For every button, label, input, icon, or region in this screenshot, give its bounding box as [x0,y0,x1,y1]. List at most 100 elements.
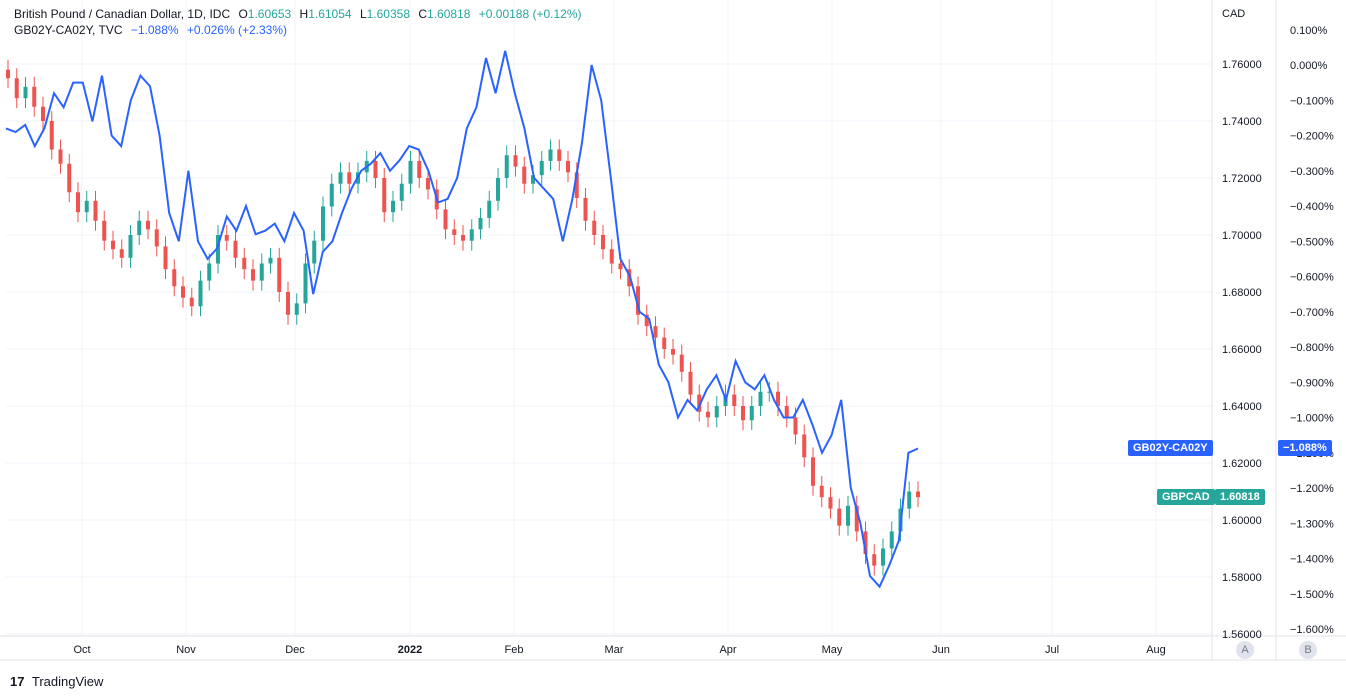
candle-body [93,200,98,221]
time-tick-label: Mar [605,644,624,656]
price-tick-label: 1.58000 [1222,572,1262,584]
footer-brand[interactable]: 17 TradingView [10,674,103,689]
candle-body [636,286,640,315]
candle-body [566,160,570,173]
candle-body [189,297,194,307]
time-tick-label: Apr [719,644,736,656]
candle-body [426,178,430,190]
candle-body [714,406,719,418]
auto-scale-button[interactable]: A [1236,641,1254,659]
legend-spread-title[interactable]: GB02Y-CA02Y, TVC [14,23,123,37]
time-axis[interactable]: Oct Nov Dec 2022 Feb Mar Apr May Jun Jul Aug [73,644,1165,656]
candle-body [583,197,588,221]
candle-body [382,178,387,213]
legend-high: H1.61054 [299,7,352,21]
legend-close: C1.60818 [418,7,471,21]
candle-body [163,246,168,270]
spread-tick-label: −0.400% [1290,201,1334,213]
candle-body [469,229,474,241]
candle-body [522,166,527,184]
spread-axis[interactable]: 0.100% 0.000% −0.100% −0.200% −0.300% −0.400%… [1290,25,1334,636]
legend-low: L1.60358 [359,7,411,21]
candle-body [242,257,247,270]
candle-body [889,531,894,549]
candle-body [233,240,238,258]
candle-body [49,121,54,150]
time-tick-label: 2022 [398,644,422,656]
price-tick-label: 1.72000 [1222,173,1262,185]
candle-body [128,235,133,258]
candle-body [268,257,273,264]
candle-body [207,263,212,281]
candle-body [417,160,422,178]
log-scale-button[interactable]: B [1299,641,1317,659]
candle-body [399,183,404,201]
spread-tick-label: −0.100% [1290,95,1334,107]
candle-body [496,178,500,201]
time-tick-label: Jun [932,644,950,656]
candle-body [102,220,107,241]
legend-symbol-title[interactable]: British Pound / Canadian Dollar, 1D, IDC [14,7,231,21]
price-tick-label: 1.74000 [1222,116,1262,128]
candle-body [592,220,597,235]
candle-body [688,371,693,395]
candle-body [776,391,780,406]
candle-body [408,160,413,184]
candle-body [119,249,124,258]
candle-body [819,485,824,498]
candle-body [329,183,334,207]
candle-body [251,269,255,281]
tradingview-brand: TradingView [31,674,104,689]
candle-body [697,394,702,412]
price-tick-label: 1.66000 [1222,344,1262,356]
time-tick-label: Aug [1146,644,1166,656]
candle-body [154,229,159,247]
candle-body [609,249,614,264]
candle-body [224,235,229,241]
chart-grid [0,0,1346,661]
price-tick-label: 1.68000 [1222,287,1262,299]
candle-body [294,303,299,315]
candle-body [644,314,649,327]
candle-body [391,200,395,213]
tradingview-logo-icon: 17 [10,674,25,689]
price-tick-label: 1.60000 [1222,515,1262,527]
candle-body [828,497,833,509]
spread-tick-label: −0.900% [1290,377,1334,389]
candle-body [41,106,45,121]
candle-body [277,257,282,292]
candle-body [303,263,308,304]
price-tick-label: 1.76000 [1222,59,1262,71]
legend-spread-change: +0.026% (+2.33%) [186,23,287,37]
candle-body [443,209,448,230]
spread-tick-label: −0.300% [1290,166,1334,178]
candle-body [146,220,150,230]
candle-body [321,206,325,241]
candle-body [706,411,710,418]
time-tick-label: Oct [73,644,90,656]
candle-body [574,172,579,198]
candle-body [312,240,317,264]
candle-body [872,554,877,566]
candle-body [198,280,203,307]
candle-body [172,269,177,287]
price-axis[interactable]: 1.76000 1.74000 1.72000 1.70000 1.68000 1.660… [1222,8,1262,641]
candle-body [76,192,80,213]
candle-body [531,175,535,184]
candle-body [837,508,842,526]
spread-tick-label: 0.100% [1290,25,1328,37]
candle-body [618,263,623,270]
candle-body [907,491,912,509]
candle-body [137,220,142,235]
candle-body [84,200,89,213]
time-tick-label: Nov [176,644,196,656]
candle-body [478,217,483,230]
spread-tick-label: −0.600% [1290,272,1334,284]
time-tick-label: Feb [505,644,524,656]
spread-tick-label: 0.000% [1290,60,1328,72]
spread-tick-label: −1.000% [1290,413,1334,425]
candle-body [679,354,684,372]
pair-name-tag: GBPCAD [1157,489,1215,505]
